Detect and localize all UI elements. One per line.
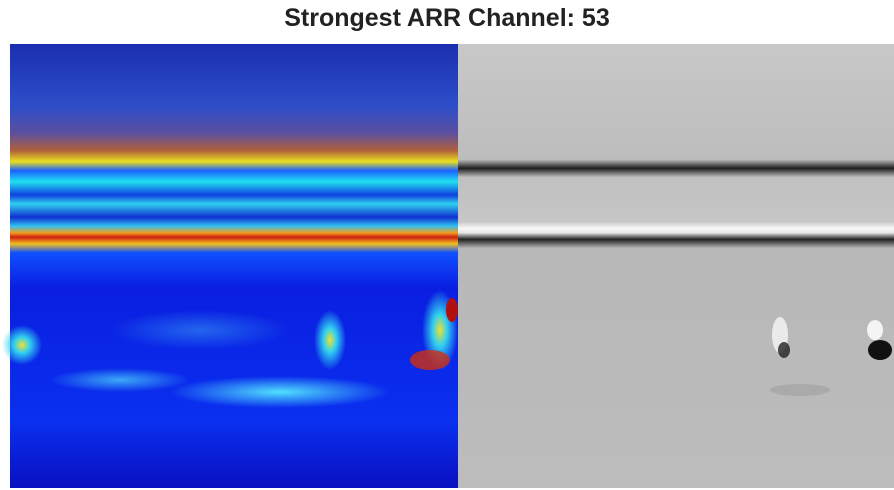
scalogram [10,44,458,488]
filtered-features [770,317,892,396]
figure-title: Strongest ARR Channel: 53 [284,4,610,32]
filtered-image [458,44,894,488]
scalogram-features [2,290,458,408]
